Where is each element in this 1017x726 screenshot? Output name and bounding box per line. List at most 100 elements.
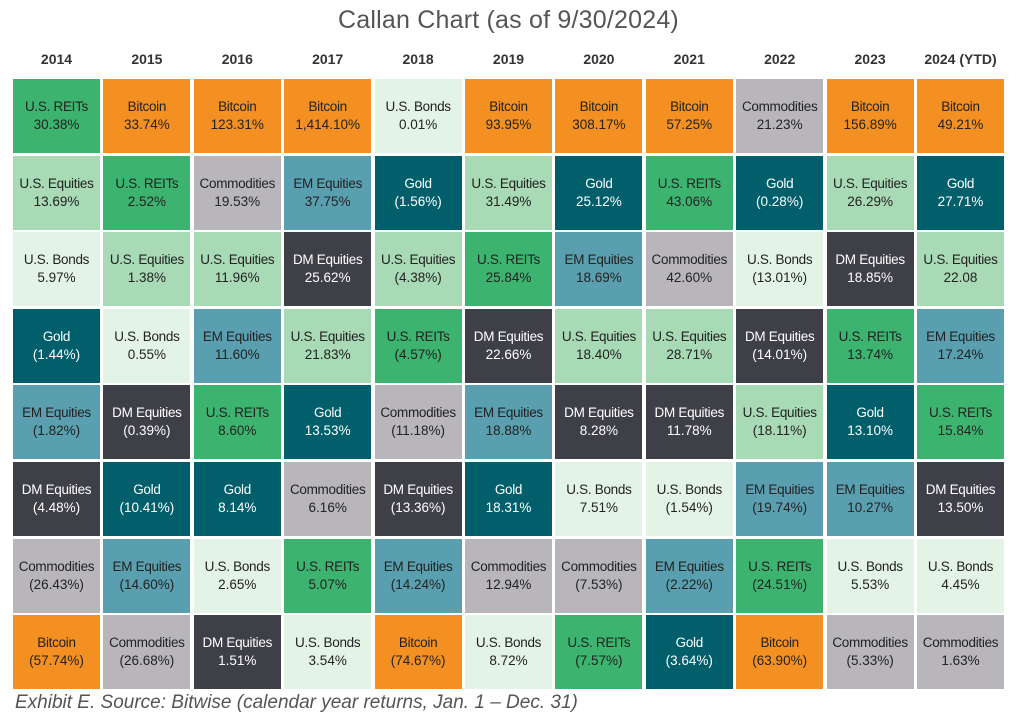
asset-return: 18.69% <box>575 270 622 286</box>
asset-return: (1.54%) <box>665 500 713 515</box>
asset-name: Commodities <box>470 558 547 574</box>
asset-return: 18.85% <box>847 270 893 286</box>
asset-name: Gold <box>494 482 523 497</box>
asset-cell: EM Equities 18.88% <box>465 385 552 460</box>
asset-return: 31.49% <box>485 193 532 209</box>
asset-return: 2.52% <box>127 193 167 209</box>
asset-return: 17.24% <box>937 346 984 362</box>
year-header: 2020 <box>583 51 615 67</box>
asset-name: U.S. Bonds <box>114 328 180 344</box>
asset-cell: EM Equities 11.60% <box>193 308 281 383</box>
asset-name: EM Equities <box>926 328 995 344</box>
asset-name: Commodities <box>832 635 908 651</box>
asset-cell: Gold 25.12% <box>555 155 643 230</box>
asset-return: 13.50% <box>937 500 984 515</box>
asset-cell: Gold 18.31% <box>465 462 552 536</box>
asset-name: U.S. Bonds <box>927 558 994 574</box>
asset-return: 308.17% <box>572 117 626 132</box>
asset-cell: U.S. REITs (24.51%) <box>736 538 824 613</box>
asset-cell: DM Equities (4.48%) <box>13 462 100 536</box>
year-header: 2023 <box>854 51 886 67</box>
asset-return: (10.41%) <box>119 500 175 515</box>
asset-cell: Gold (0.28%) <box>736 155 824 230</box>
asset-name: Gold <box>133 482 161 497</box>
asset-name: EM Equities <box>474 405 543 421</box>
asset-return: 33.74% <box>123 117 170 132</box>
asset-name: Bitcoin <box>308 99 347 114</box>
asset-cell: U.S. Bonds 0.01% <box>374 79 462 153</box>
asset-name: DM Equities <box>112 405 182 421</box>
asset-return: 156.89% <box>843 117 897 132</box>
asset-name: Bitcoin <box>760 635 799 651</box>
asset-return: 43.06% <box>666 193 713 209</box>
asset-cell: Bitcoin 93.95% <box>465 79 552 153</box>
asset-cell: U.S. Bonds (13.01%) <box>736 232 824 307</box>
asset-name: U.S. REITs <box>115 175 179 191</box>
asset-return: (24.51%) <box>752 576 808 592</box>
asset-name: U.S. Bonds <box>295 635 361 651</box>
asset-return: 18.88% <box>485 423 532 439</box>
asset-return: (0.28%) <box>756 193 804 209</box>
asset-return: (4.48%) <box>32 500 81 515</box>
asset-name: Bitcoin <box>489 99 528 114</box>
year-header: 2024 (YTD) <box>924 51 997 67</box>
asset-return: 37.75% <box>304 193 351 209</box>
asset-return: 11.60% <box>214 346 260 362</box>
asset-cell: EM Equities 10.27% <box>826 462 914 536</box>
asset-name: DM Equities <box>654 405 725 421</box>
asset-return: (1.56%) <box>394 193 442 209</box>
asset-return: 25.84% <box>485 270 532 286</box>
asset-return: (11.18%) <box>391 423 445 439</box>
asset-cell: Bitcoin 156.89% <box>826 79 914 153</box>
asset-cell: DM Equities 8.28% <box>555 385 643 460</box>
year-header: 2018 <box>402 51 434 67</box>
asset-cell: U.S. Equities 11.96% <box>193 232 281 307</box>
year-header: 2017 <box>312 51 344 67</box>
asset-return: 1.38% <box>127 270 167 286</box>
asset-name: U.S. Bonds <box>656 482 723 497</box>
asset-name: U.S. REITs <box>476 252 540 268</box>
asset-name: U.S. Bonds <box>204 558 271 574</box>
asset-cell: U.S. Equities 21.83% <box>284 308 372 383</box>
asset-return: 3.54% <box>308 653 347 669</box>
asset-return: 13.53% <box>304 423 351 439</box>
asset-cell: Bitcoin 57.25% <box>645 79 733 153</box>
asset-return: 19.53% <box>214 193 261 209</box>
asset-return: 22.66% <box>485 346 532 362</box>
asset-name: Gold <box>766 175 794 191</box>
asset-name: Gold <box>856 405 884 421</box>
asset-name: U.S. REITs <box>567 635 631 651</box>
asset-name: U.S. Equities <box>742 405 817 421</box>
asset-cell: U.S. Equities (4.38%) <box>374 232 462 307</box>
asset-cell: U.S. REITs 13.74% <box>826 308 914 383</box>
asset-cell: U.S. Equities 1.38% <box>103 232 191 307</box>
asset-cell: EM Equities 37.75% <box>284 155 372 230</box>
year-header: 2016 <box>221 51 253 67</box>
asset-return: 25.62% <box>304 270 351 286</box>
asset-name: U.S. Equities <box>833 175 908 191</box>
asset-name: U.S. Equities <box>200 252 275 268</box>
asset-name: Bitcoin <box>850 99 890 114</box>
asset-cell: U.S. Bonds 7.51% <box>555 462 643 536</box>
asset-name: DM Equities <box>835 252 905 268</box>
asset-name: Commodities <box>199 175 276 191</box>
asset-name: U.S. Bonds <box>23 252 90 268</box>
asset-return: 12.94% <box>485 576 532 592</box>
asset-cell: DM Equities 25.62% <box>284 232 372 307</box>
asset-return: 26.29% <box>847 193 893 209</box>
asset-cell: Commodities 6.16% <box>284 462 372 536</box>
asset-cell: EM Equities (1.82%) <box>13 385 100 460</box>
asset-cell: Bitcoin 1,414.10% <box>284 79 372 153</box>
asset-cell: U.S. REITs 15.84% <box>917 385 1004 460</box>
asset-return: 5.97% <box>37 270 76 286</box>
asset-return: (7.57%) <box>575 653 623 669</box>
asset-cell: U.S. Equities 22.08 <box>917 232 1004 307</box>
asset-return: 8.60% <box>218 423 257 439</box>
asset-name: EM Equities <box>564 252 634 268</box>
asset-cell: EM Equities (14.60%) <box>103 538 191 613</box>
asset-cell: U.S. Equities 18.40% <box>555 308 643 383</box>
asset-name: DM Equities <box>473 328 544 344</box>
asset-cell: Commodities (11.18%) <box>374 385 462 460</box>
asset-name: DM Equities <box>383 482 453 497</box>
asset-name: Bitcoin <box>398 635 438 651</box>
